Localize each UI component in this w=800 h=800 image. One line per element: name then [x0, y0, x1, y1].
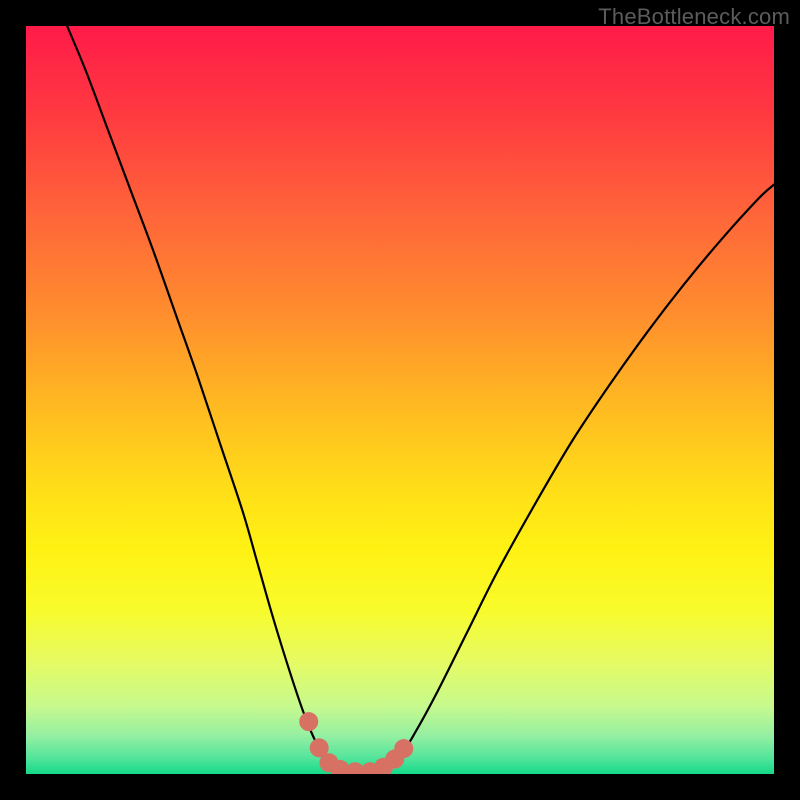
bottleneck-curve-chart [0, 0, 800, 800]
chart-plot-area [26, 26, 774, 774]
chart-container: TheBottleneck.com [0, 0, 800, 800]
valley-marker [395, 740, 413, 758]
valley-marker [300, 713, 318, 731]
watermark-text: TheBottleneck.com [598, 4, 790, 30]
